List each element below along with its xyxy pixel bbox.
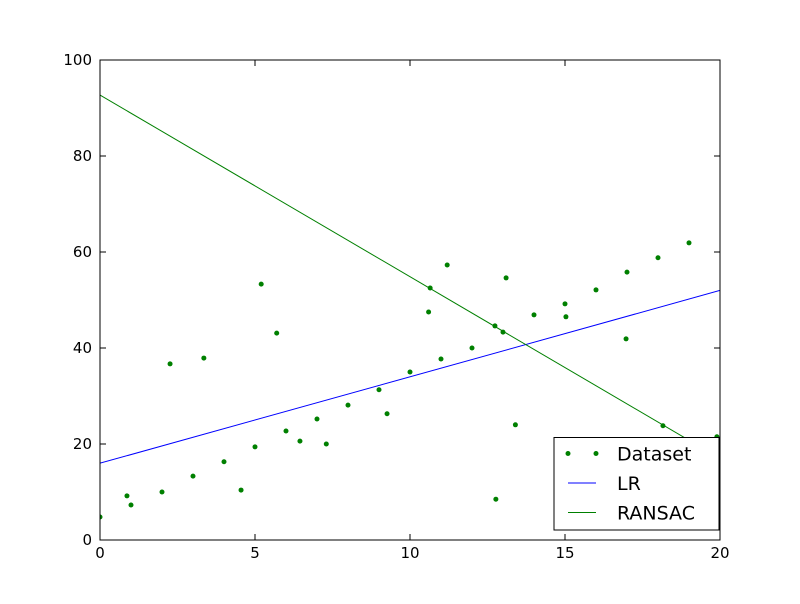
plot-area — [100, 94, 720, 520]
data-point — [493, 496, 499, 502]
y-tick-label: 0 — [82, 531, 92, 549]
x-tick-label: 15 — [555, 544, 574, 562]
data-point — [238, 487, 244, 493]
data-point — [258, 281, 264, 287]
data-point — [384, 411, 390, 417]
data-point — [376, 387, 382, 393]
x-tick-label: 10 — [400, 544, 419, 562]
data-point — [323, 441, 329, 447]
legend-marker — [593, 451, 599, 456]
legend: Dataset LR RANSAC — [553, 437, 720, 531]
legend-label: RANSAC — [617, 503, 695, 525]
data-point — [562, 301, 568, 307]
x-tick-label: 5 — [250, 544, 260, 562]
y-tick-label: 20 — [73, 435, 92, 453]
data-point — [407, 369, 413, 375]
y-tick-label: 80 — [73, 147, 92, 165]
data-point — [345, 402, 351, 408]
x-tick-label: 0 — [95, 544, 105, 562]
data-point — [503, 275, 509, 281]
data-point — [655, 255, 661, 261]
data-point — [563, 314, 569, 320]
line — [100, 94, 720, 459]
data-point — [531, 312, 537, 318]
data-point — [512, 422, 518, 428]
data-point — [593, 287, 599, 293]
data-point — [686, 240, 692, 246]
line — [100, 289, 720, 464]
y-tick-label: 100 — [63, 51, 92, 69]
legend-box — [553, 437, 720, 531]
data-point — [624, 269, 630, 275]
data-point — [124, 493, 130, 499]
data-point — [438, 356, 444, 362]
data-point — [221, 459, 227, 465]
data-point — [283, 428, 289, 434]
y-tick-label: 40 — [73, 339, 92, 357]
data-point — [623, 336, 629, 342]
data-point — [314, 416, 320, 422]
data-point — [274, 330, 280, 336]
data-point — [297, 438, 303, 444]
data-point — [426, 309, 432, 315]
legend-label: LR — [617, 473, 641, 495]
data-point — [128, 502, 134, 508]
data-point — [252, 444, 258, 450]
axes: 0 5 10 15 20 0 20 40 60 80 100 — [63, 51, 729, 562]
legend-label: Dataset — [617, 444, 691, 466]
x-tick-label: 20 — [710, 544, 729, 562]
data-point — [167, 361, 173, 367]
y-tick-label: 60 — [73, 243, 92, 261]
data-point — [100, 514, 103, 520]
data-point — [159, 489, 165, 495]
data-point — [190, 473, 196, 479]
data-point — [444, 262, 450, 268]
legend-marker — [565, 451, 571, 456]
data-point — [469, 345, 475, 351]
data-point — [201, 355, 207, 361]
